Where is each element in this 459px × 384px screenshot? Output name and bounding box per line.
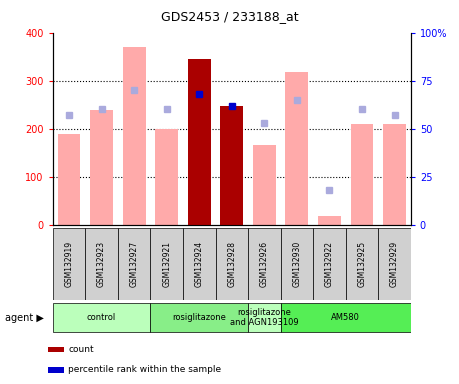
FancyBboxPatch shape [248, 303, 280, 333]
Bar [253, 146, 276, 225]
Bar [188, 59, 211, 225]
Bar [383, 124, 406, 225]
FancyBboxPatch shape [151, 228, 183, 300]
Text: GSM132921: GSM132921 [162, 241, 171, 287]
FancyBboxPatch shape [53, 303, 151, 333]
Text: GSM132922: GSM132922 [325, 241, 334, 287]
Bar [48, 347, 64, 352]
Text: GSM132925: GSM132925 [358, 241, 366, 287]
Text: control: control [87, 313, 116, 322]
Text: GSM132923: GSM132923 [97, 241, 106, 287]
Bar [351, 124, 373, 225]
FancyBboxPatch shape [183, 228, 216, 300]
Text: rosiglitazone
and AGN193109: rosiglitazone and AGN193109 [230, 308, 299, 328]
FancyBboxPatch shape [313, 228, 346, 300]
FancyBboxPatch shape [280, 303, 411, 333]
Text: count: count [68, 345, 94, 354]
Text: GSM132930: GSM132930 [292, 241, 302, 287]
Text: GSM132924: GSM132924 [195, 241, 204, 287]
Bar [58, 134, 80, 225]
Text: AM580: AM580 [331, 313, 360, 322]
Text: GSM132927: GSM132927 [129, 241, 139, 287]
Text: GSM132929: GSM132929 [390, 241, 399, 287]
FancyBboxPatch shape [248, 228, 280, 300]
FancyBboxPatch shape [85, 228, 118, 300]
Bar [48, 367, 64, 372]
Bar [285, 72, 308, 225]
FancyBboxPatch shape [280, 228, 313, 300]
Bar [155, 129, 178, 225]
FancyBboxPatch shape [216, 228, 248, 300]
FancyBboxPatch shape [346, 228, 378, 300]
Text: GSM132919: GSM132919 [65, 241, 73, 287]
Text: rosiglitazone: rosiglitazone [172, 313, 226, 322]
Text: GSM132928: GSM132928 [227, 241, 236, 287]
Text: GSM132926: GSM132926 [260, 241, 269, 287]
Bar [318, 216, 341, 225]
FancyBboxPatch shape [53, 228, 85, 300]
Text: percentile rank within the sample: percentile rank within the sample [68, 366, 221, 374]
Bar [123, 47, 146, 225]
FancyBboxPatch shape [151, 303, 248, 333]
Text: GDS2453 / 233188_at: GDS2453 / 233188_at [161, 10, 298, 23]
Bar [90, 111, 113, 225]
Bar [220, 106, 243, 225]
Text: agent ▶: agent ▶ [5, 313, 44, 323]
FancyBboxPatch shape [378, 228, 411, 300]
FancyBboxPatch shape [118, 228, 151, 300]
